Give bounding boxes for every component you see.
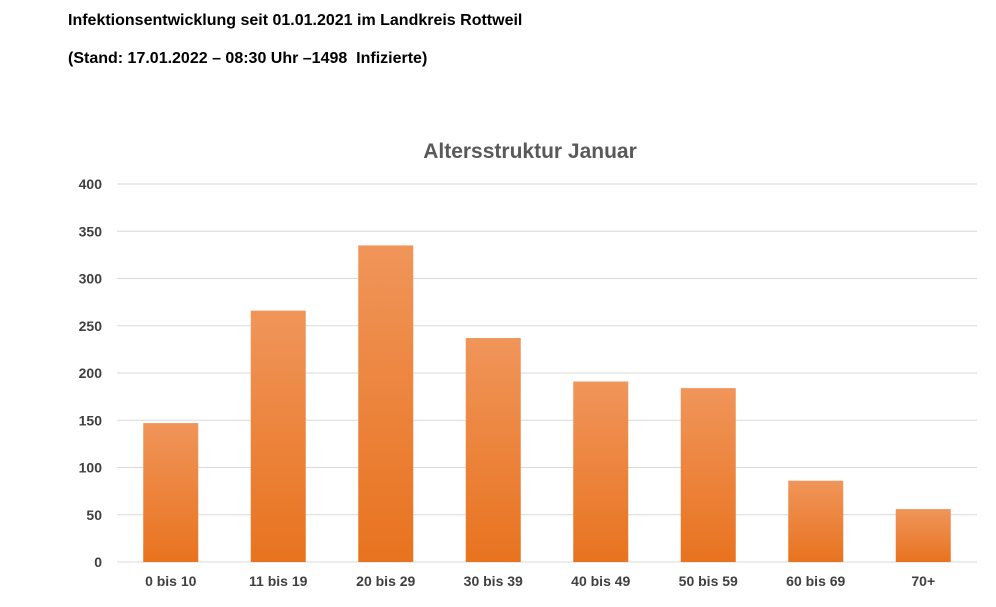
- bar-7: [788, 480, 844, 562]
- y-tick-label: 150: [79, 412, 103, 428]
- y-tick-label: 250: [79, 318, 103, 334]
- x-tick-label: 0 bis 10: [145, 573, 197, 589]
- y-tick-label: 350: [79, 223, 103, 239]
- y-tick-label: 50: [86, 507, 102, 523]
- header-title: Infektionsentwicklung seit 01.01.2021 im…: [68, 12, 523, 29]
- y-tick-label: 100: [79, 460, 103, 476]
- x-tick-label: 50 bis 59: [679, 573, 738, 589]
- chart-title: Altersstruktur Januar: [423, 140, 637, 163]
- y-tick-label: 300: [79, 271, 103, 287]
- header-subtitle: (Stand: 17.01.2022 – 08:30 Uhr –1498 Inf…: [68, 50, 428, 67]
- bar-4: [465, 338, 521, 562]
- bar-2: [250, 310, 306, 562]
- y-tick-label: 400: [79, 176, 103, 192]
- x-tick-label: 20 bis 29: [356, 573, 415, 589]
- x-tick-label: 11 bis 19: [249, 573, 308, 589]
- x-tick-label: 60 bis 69: [786, 573, 845, 589]
- y-tick-label: 0: [94, 554, 102, 570]
- x-tick-label: 30 bis 39: [464, 573, 523, 589]
- bar-1: [143, 423, 199, 562]
- bar-3: [358, 245, 414, 563]
- x-tick-label: 40 bis 49: [571, 573, 630, 589]
- bar-6: [680, 388, 736, 562]
- bar-5: [573, 381, 629, 562]
- y-tick-label: 200: [79, 365, 103, 381]
- x-tick-label: 70+: [911, 573, 935, 589]
- bar-8: [895, 509, 951, 562]
